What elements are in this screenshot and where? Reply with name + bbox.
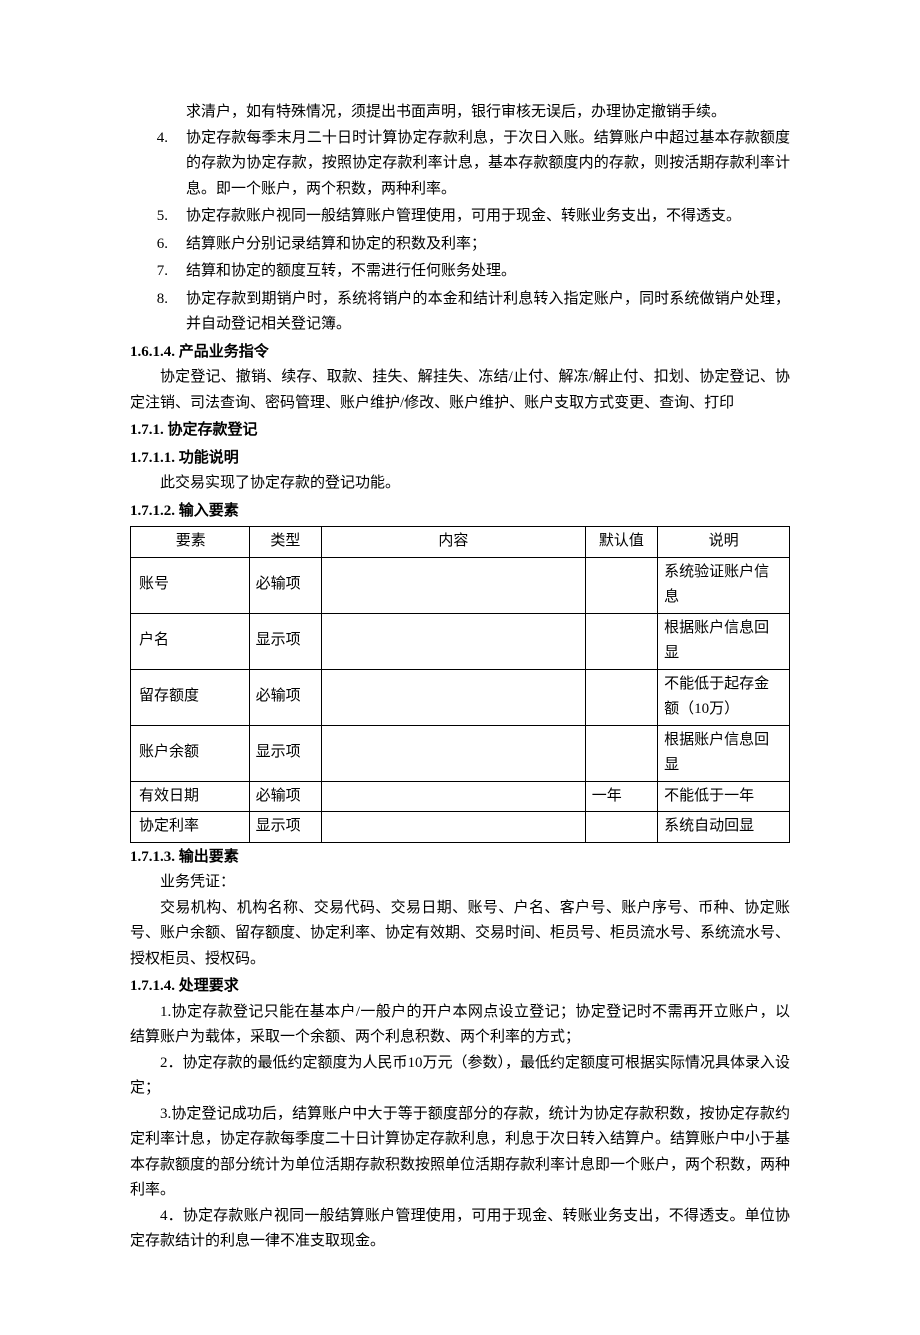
list-number: 5. [130, 204, 186, 230]
table-cell: 根据账户信息回显 [658, 613, 790, 669]
table-cell: 显示项 [249, 812, 321, 843]
list-item: 7.结算和协定的额度互转，不需进行任何账务处理。 [130, 259, 790, 285]
table-cell: 一年 [585, 781, 657, 812]
heading-1711: 1.7.1.1. 功能说明 [130, 446, 790, 472]
list-text: 协定存款账户视同一般结算账户管理使用，可用于现金、转账业务支出，不得透支。 [186, 204, 790, 230]
table-cell [322, 557, 586, 613]
heading-171: 1.7.1. 协定存款登记 [130, 418, 790, 444]
table-cell [585, 725, 657, 781]
paragraph-1714-1: 1.协定存款登记只能在基本户/一般户的开户本网点设立登记；协定登记时不需再开立账… [130, 1000, 790, 1051]
table-cell: 协定利率 [131, 812, 250, 843]
table-row: 账号必输项 系统验证账户信息 [131, 557, 790, 613]
table-cell [322, 781, 586, 812]
table-cell: 根据账户信息回显 [658, 725, 790, 781]
th-desc: 说明 [658, 527, 790, 558]
table-cell [585, 812, 657, 843]
table-row: 户名显示项 根据账户信息回显 [131, 613, 790, 669]
th-content: 内容 [322, 527, 586, 558]
list-number: 6. [130, 232, 186, 258]
paragraph-1711: 此交易实现了协定存款的登记功能。 [130, 471, 790, 497]
paragraph-1714-4: 4．协定存款账户视同一般结算账户管理使用，可用于现金、转账业务支出，不得透支。单… [130, 1204, 790, 1255]
table-cell [585, 613, 657, 669]
table-cell: 系统验证账户信息 [658, 557, 790, 613]
table-row: 协定利率显示项 系统自动回显 [131, 812, 790, 843]
table-cell [585, 669, 657, 725]
list-item: 8.协定存款到期销户时，系统将销户的本金和结计利息转入指定账户，同时系统做销户处… [130, 287, 790, 338]
list-text: 结算和协定的额度互转，不需进行任何账务处理。 [186, 259, 790, 285]
table-cell: 显示项 [249, 613, 321, 669]
table-row: 留存额度必输项 不能低于起存金额（10万） [131, 669, 790, 725]
table-cell: 必输项 [249, 781, 321, 812]
table-cell: 必输项 [249, 557, 321, 613]
list-item: 4.协定存款每季末月二十日时计算协定存款利息，于次日入账。结算账户中超过基本存款… [130, 126, 790, 203]
list-text: 协定存款每季末月二十日时计算协定存款利息，于次日入账。结算账户中超过基本存款额度… [186, 126, 790, 203]
table-cell: 留存额度 [131, 669, 250, 725]
table-header-row: 要素 类型 内容 默认值 说明 [131, 527, 790, 558]
table-cell: 必输项 [249, 669, 321, 725]
table-row: 账户余额显示项 根据账户信息回显 [131, 725, 790, 781]
table-cell [322, 613, 586, 669]
heading-1713: 1.7.1.3. 输出要素 [130, 845, 790, 871]
table-cell: 系统自动回显 [658, 812, 790, 843]
list-text: 结算账户分别记录结算和协定的积数及利率； [186, 232, 790, 258]
list-number: 8. [130, 287, 186, 338]
heading-1712: 1.7.1.2. 输入要素 [130, 499, 790, 525]
table-cell: 账号 [131, 557, 250, 613]
list-item: 6.结算账户分别记录结算和协定的积数及利率； [130, 232, 790, 258]
th-element: 要素 [131, 527, 250, 558]
heading-1614: 1.6.1.4. 产品业务指令 [130, 340, 790, 366]
numbered-list: 4.协定存款每季末月二十日时计算协定存款利息，于次日入账。结算账户中超过基本存款… [130, 126, 790, 338]
heading-1714: 1.7.1.4. 处理要求 [130, 974, 790, 1000]
table-cell: 有效日期 [131, 781, 250, 812]
list-number: 7. [130, 259, 186, 285]
paragraph-1714-2: 2．协定存款的最低约定额度为人民币10万元（参数），最低约定额度可根据实际情况具… [130, 1051, 790, 1102]
table-cell: 显示项 [249, 725, 321, 781]
th-default: 默认值 [585, 527, 657, 558]
paragraph-1714-3: 3.协定登记成功后，结算账户中大于等于额度部分的存款，统计为协定存款积数，按协定… [130, 1102, 790, 1204]
paragraph-1713-1: 业务凭证： [130, 870, 790, 896]
paragraph-1713-2: 交易机构、机构名称、交易代码、交易日期、账号、户名、客户号、账户序号、币种、协定… [130, 896, 790, 973]
table-cell [585, 557, 657, 613]
input-elements-table: 要素 类型 内容 默认值 说明 账号必输项系统验证账户信息户名显示项根据账户信息… [130, 526, 790, 843]
table-cell: 户名 [131, 613, 250, 669]
table-cell: 账户余额 [131, 725, 250, 781]
table-cell [322, 725, 586, 781]
list-number: 4. [130, 126, 186, 203]
table-cell [322, 669, 586, 725]
table-cell: 不能低于起存金额（10万） [658, 669, 790, 725]
paragraph-1614: 协定登记、撤销、续存、取款、挂失、解挂失、冻结/止付、解冻/解止付、扣划、协定登… [130, 365, 790, 416]
list-item: 5.协定存款账户视同一般结算账户管理使用，可用于现金、转账业务支出，不得透支。 [130, 204, 790, 230]
list-text: 协定存款到期销户时，系统将销户的本金和结计利息转入指定账户，同时系统做销户处理，… [186, 287, 790, 338]
table-row: 有效日期必输项 一年不能低于一年 [131, 781, 790, 812]
th-type: 类型 [249, 527, 321, 558]
continued-paragraph: 求清户，如有特殊情况，须提出书面声明，银行审核无误后，办理协定撤销手续。 [186, 100, 790, 126]
table-cell [322, 812, 586, 843]
table-cell: 不能低于一年 [658, 781, 790, 812]
